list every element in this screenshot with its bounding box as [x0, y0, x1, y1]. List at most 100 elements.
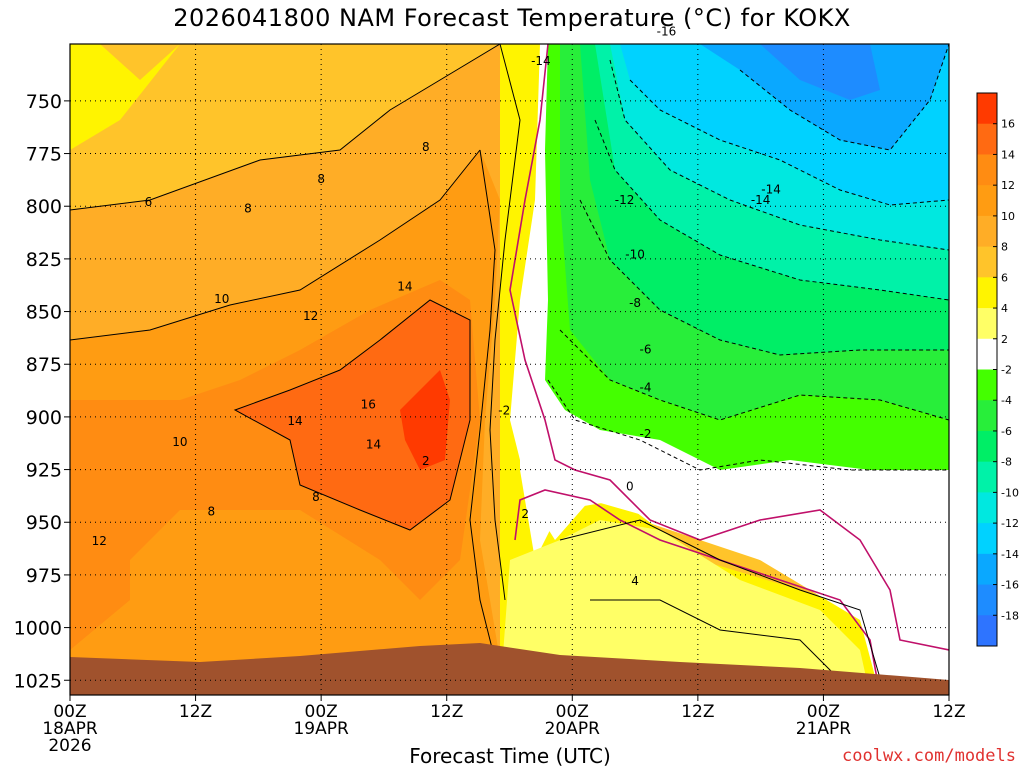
- contour-label: 0: [626, 479, 634, 493]
- colorbar-label: 14: [1001, 148, 1015, 161]
- x-tick-label: 21APR: [796, 719, 852, 739]
- colorbar-swatch: [977, 369, 997, 401]
- colorbar-swatch: [977, 246, 997, 278]
- contour-label: 6: [145, 195, 153, 209]
- y-tick-label: 800: [26, 196, 62, 218]
- y-tick-label: 850: [26, 302, 62, 324]
- contour-label: -6: [640, 342, 652, 356]
- colorbar-swatch: [977, 430, 997, 463]
- plot-frame: [69, 43, 950, 696]
- zero-isotherm-line: [509, 44, 949, 651]
- x-tick-label: 00Z: [807, 702, 840, 722]
- contour-label: 16: [361, 397, 376, 411]
- y-tick-label: 1000: [14, 618, 62, 640]
- colorbar-label: 8: [1001, 241, 1008, 254]
- isotherm-dashed-line: [594, 119, 949, 301]
- x-tick-label: 18APR: [42, 719, 98, 739]
- colorbar-label: -12: [1001, 517, 1019, 530]
- x-tick-label: 19APR: [293, 719, 349, 739]
- contour-label: 8: [244, 201, 252, 215]
- y-axis: 750 775 800 825 850 875 900 925 950 975 1000 1025: [14, 91, 70, 692]
- band-cold-minus14: [700, 44, 949, 150]
- isotherm-dashed-line: [609, 59, 949, 251]
- contour-label: -8: [629, 296, 641, 310]
- colorbar-swatch: [977, 492, 997, 524]
- colorbar-label: -6: [1001, 425, 1012, 438]
- contour-label: 14: [397, 279, 412, 293]
- colorbar-swatch: [977, 308, 997, 340]
- colorbar-label: -14: [1001, 548, 1019, 561]
- x-axis-title: Forecast Time (UTC): [409, 744, 611, 768]
- y-tick-label: 825: [26, 249, 62, 271]
- colorbar-label: -2: [1001, 364, 1012, 377]
- contour-label: 8: [207, 505, 215, 519]
- y-tick-label: 1025: [14, 670, 62, 692]
- colorbar-label: -4: [1001, 394, 1012, 407]
- isotherm-line: [489, 44, 521, 601]
- contour-label: 12: [92, 534, 107, 548]
- contour-label: 10: [214, 292, 229, 306]
- colorbar-label: -10: [1001, 486, 1019, 499]
- terrain-ground: [70, 643, 949, 695]
- contour-label: -4: [640, 380, 652, 394]
- isotherm-line: [70, 149, 481, 341]
- colorbar-label: 6: [1001, 271, 1008, 284]
- colorbar-label: 16: [1001, 118, 1015, 131]
- y-tick-label: 925: [26, 460, 62, 482]
- contour-label: -14: [531, 54, 551, 68]
- contour-label: 8: [422, 140, 430, 154]
- contour-label: -2: [640, 427, 652, 441]
- x-tick-label: 00Z: [53, 702, 86, 722]
- contour-label: 4: [631, 574, 639, 588]
- colorbar-swatch: [977, 400, 997, 432]
- y-tick-label: 875: [26, 354, 62, 376]
- colorbar-swatch: [977, 93, 997, 125]
- credit-link[interactable]: coolwx.com/models: [842, 746, 1016, 766]
- y-tick-label: 950: [26, 512, 62, 534]
- colorbar-swatch: [977, 123, 997, 155]
- chart-title: 2026041800 NAM Forecast Temperature (°C)…: [173, 4, 851, 32]
- contour-label: 2: [422, 454, 430, 468]
- band-warm-14: [235, 300, 470, 530]
- isotherm-dashed-line: [739, 44, 949, 151]
- contour-label: 14: [366, 437, 381, 451]
- colorbar: 16 14 12 10 8 6 4 2 -2 -4 -6 -8 -10 -12 -14 -16 -18: [976, 92, 1019, 647]
- colorbar-swatch: [977, 523, 997, 555]
- x-tick-label: 2026: [48, 736, 91, 756]
- band-near-zero: [510, 44, 949, 695]
- colorbar-swatch: [977, 615, 997, 647]
- contour-label: -12: [615, 193, 635, 207]
- contour-label: 8: [312, 490, 320, 504]
- contour-label: 10: [172, 435, 187, 449]
- x-tick-label: 00Z: [305, 702, 338, 722]
- contour-label-layer: 8 8 8 6 10 12 14 16 14 14 10 8 8 12 2 -2 2 -14 -16 -14 -12 -1…: [92, 24, 781, 588]
- isotherm-line: [233, 299, 471, 531]
- colorbar-swatch: [977, 154, 997, 186]
- contour-label: 8: [317, 172, 325, 186]
- colorbar-label: -16: [1001, 579, 1019, 592]
- colorbar-swatch: [977, 185, 997, 217]
- contour-label: -10: [625, 248, 645, 262]
- x-tick-label: 12Z: [681, 702, 714, 722]
- colorbar-swatch: [977, 584, 997, 616]
- colorbar-label: 2: [1001, 333, 1008, 346]
- colorbar-label: 4: [1001, 302, 1008, 315]
- x-tick-label: 00Z: [556, 702, 589, 722]
- colorbar-swatch: [977, 461, 997, 493]
- isotherm-dashed-line: [629, 79, 949, 206]
- y-tick-label: 975: [26, 565, 62, 587]
- band-warm-16: [400, 370, 450, 470]
- colorbar-label: -18: [1001, 609, 1019, 622]
- colorbar-label: -8: [1001, 456, 1012, 469]
- zero-isotherm-line-2: [514, 489, 881, 695]
- isotherm-line: [469, 149, 496, 661]
- colorbar-label: 12: [1001, 179, 1015, 192]
- x-tick-label: 20APR: [545, 719, 601, 739]
- isotherm-dashed-line: [579, 199, 949, 356]
- colorbar-swatch: [977, 553, 997, 586]
- contour-label: -16: [657, 24, 677, 38]
- colorbar-swatch: [977, 215, 997, 248]
- y-tick-label: 775: [26, 144, 62, 166]
- y-tick-label: 750: [26, 91, 62, 113]
